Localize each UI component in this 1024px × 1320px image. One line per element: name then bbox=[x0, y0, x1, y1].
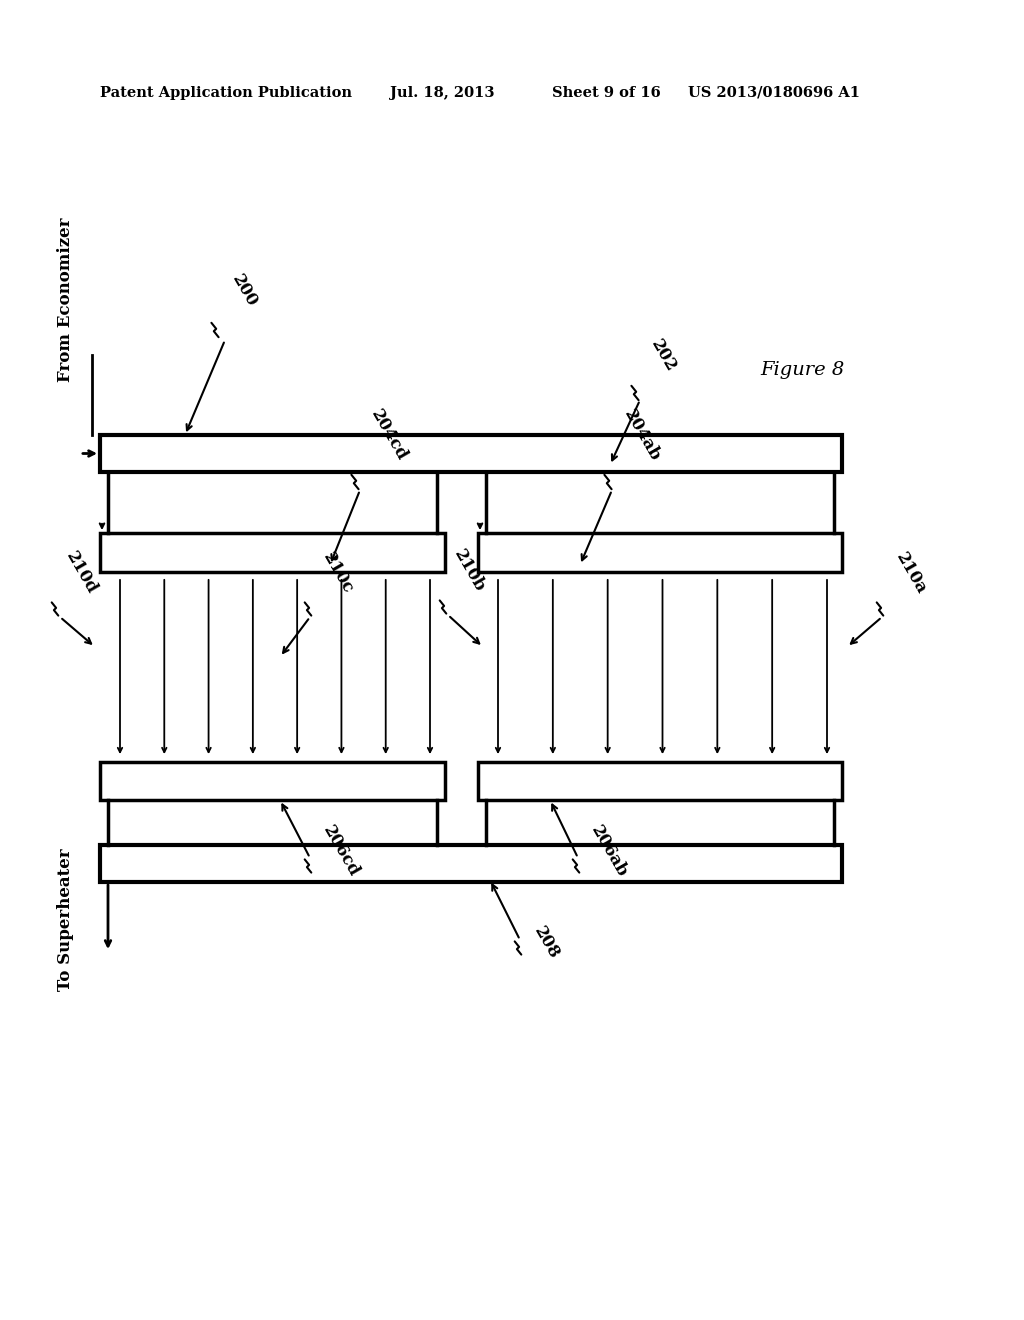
Text: 208: 208 bbox=[530, 924, 562, 962]
Bar bbox=[100, 845, 842, 882]
Text: 210a: 210a bbox=[892, 549, 930, 597]
Text: 210b: 210b bbox=[450, 546, 487, 595]
Text: 202: 202 bbox=[647, 337, 679, 375]
Text: 210d: 210d bbox=[62, 548, 100, 597]
Text: Patent Application Publication: Patent Application Publication bbox=[100, 86, 352, 100]
Text: Sheet 9 of 16: Sheet 9 of 16 bbox=[552, 86, 660, 100]
Text: 206ab: 206ab bbox=[587, 822, 630, 880]
Text: 210c: 210c bbox=[319, 549, 356, 597]
Text: 200: 200 bbox=[228, 272, 260, 310]
Text: 206cd: 206cd bbox=[319, 822, 361, 880]
Text: US 2013/0180696 A1: US 2013/0180696 A1 bbox=[688, 86, 860, 100]
Bar bbox=[100, 533, 445, 572]
Text: From Economizer: From Economizer bbox=[56, 218, 74, 383]
Bar bbox=[100, 762, 445, 800]
Text: Figure 8: Figure 8 bbox=[760, 360, 844, 379]
Bar bbox=[478, 533, 842, 572]
Bar bbox=[100, 436, 842, 473]
Text: Jul. 18, 2013: Jul. 18, 2013 bbox=[390, 86, 495, 100]
Text: 204ab: 204ab bbox=[620, 407, 664, 465]
Bar bbox=[478, 762, 842, 800]
Text: 204cd: 204cd bbox=[367, 407, 410, 465]
Text: To Superheater: To Superheater bbox=[56, 849, 74, 991]
